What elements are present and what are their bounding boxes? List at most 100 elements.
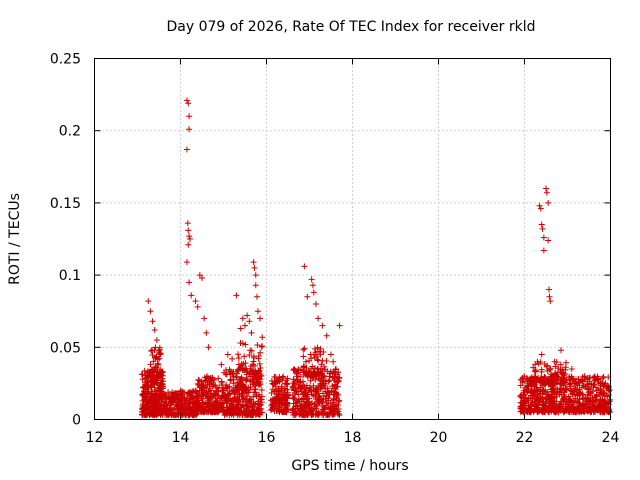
roti-point <box>205 404 212 411</box>
roti-point <box>281 401 288 408</box>
roti-point <box>538 376 545 383</box>
roti-point <box>520 395 527 402</box>
roti-point <box>245 411 252 418</box>
roti-peak-point <box>183 97 190 104</box>
roti-point <box>219 388 226 395</box>
roti-point <box>259 409 266 416</box>
roti-point <box>571 398 578 405</box>
roti-peak-point <box>537 205 544 212</box>
roti-point <box>223 371 230 378</box>
roti-point <box>283 380 290 387</box>
roti-point <box>293 373 300 380</box>
roti-peak-point <box>237 325 244 332</box>
roti-point <box>152 363 159 370</box>
roti-point <box>230 380 237 387</box>
roti-point <box>255 398 262 405</box>
roti-point <box>196 377 203 384</box>
roti-peak-point <box>545 199 552 206</box>
roti-peak-point <box>185 100 192 107</box>
roti-peak-point <box>183 259 190 266</box>
roti-point <box>211 376 218 383</box>
roti-peak-point <box>310 289 317 296</box>
roti-point <box>243 377 250 384</box>
roti-point <box>301 412 308 419</box>
roti-point <box>257 349 264 356</box>
x-tick-label: 22 <box>516 430 534 446</box>
roti-peak-point <box>229 355 236 362</box>
roti-point <box>523 408 530 415</box>
roti-point <box>147 371 154 378</box>
roti-point <box>300 382 307 389</box>
roti-peak-point <box>186 126 193 133</box>
roti-point <box>563 359 570 366</box>
roti-point <box>575 376 582 383</box>
roti-point <box>174 399 181 406</box>
roti-point <box>582 383 589 390</box>
roti-peak-point <box>568 365 575 372</box>
roti-peak-point <box>248 329 255 336</box>
roti-point <box>593 397 600 404</box>
roti-peak-point <box>194 303 201 310</box>
roti-point <box>311 345 318 352</box>
roti-point <box>331 385 338 392</box>
roti-point <box>563 398 570 405</box>
roti-point <box>557 385 564 392</box>
roti-point <box>334 378 341 385</box>
roti-peak-point <box>186 113 193 120</box>
roti-point <box>575 402 582 409</box>
roti-point <box>551 408 558 415</box>
roti-point <box>215 405 222 412</box>
roti-point <box>195 382 202 389</box>
roti-point <box>595 407 602 414</box>
roti-point <box>570 377 577 384</box>
roti-point <box>301 345 308 352</box>
roti-point <box>549 395 556 402</box>
roti-point <box>308 391 315 398</box>
roti-point <box>291 394 298 401</box>
roti-point <box>156 351 163 358</box>
roti-point <box>211 391 218 398</box>
roti-point <box>319 390 326 397</box>
roti-peak-point <box>301 263 308 270</box>
x-axis-label: GPS time / hours <box>291 458 408 474</box>
roti-point <box>531 368 538 375</box>
roti-point <box>196 399 203 406</box>
roti-point <box>247 347 254 354</box>
roti-point <box>308 405 315 412</box>
roti-point <box>317 377 324 384</box>
roti-point <box>562 401 569 408</box>
roti-point <box>300 353 307 360</box>
roti-point <box>148 366 155 373</box>
roti-point <box>311 400 318 407</box>
roti-point <box>543 394 550 401</box>
roti-point <box>589 394 596 401</box>
roti-point <box>587 399 594 406</box>
roti-point <box>300 346 307 353</box>
roti-point <box>302 392 309 399</box>
roti-point <box>310 351 317 358</box>
roti-point <box>284 392 291 399</box>
roti-point <box>147 361 154 368</box>
roti-point <box>581 408 588 415</box>
roti-point <box>313 372 320 379</box>
roti-point <box>140 408 147 415</box>
roti-point <box>239 402 246 409</box>
roti-point <box>278 383 285 390</box>
roti-point <box>227 400 234 407</box>
roti-point <box>272 374 279 381</box>
roti-point <box>239 340 246 347</box>
roti-point <box>227 377 234 384</box>
roti-point <box>258 387 265 394</box>
roti-point <box>547 365 554 372</box>
roti-point <box>564 405 571 412</box>
roti-point <box>195 404 202 411</box>
roti-point <box>246 370 253 377</box>
roti-point <box>542 400 549 407</box>
roti-peak-point <box>239 315 246 322</box>
roti-point <box>239 396 246 403</box>
roti-point <box>587 403 594 410</box>
x-tick-labels: 12 14 16 18 20 22 24 <box>86 430 620 446</box>
roti-point <box>223 381 230 388</box>
roti-point <box>316 410 323 417</box>
roti-point <box>142 385 149 392</box>
